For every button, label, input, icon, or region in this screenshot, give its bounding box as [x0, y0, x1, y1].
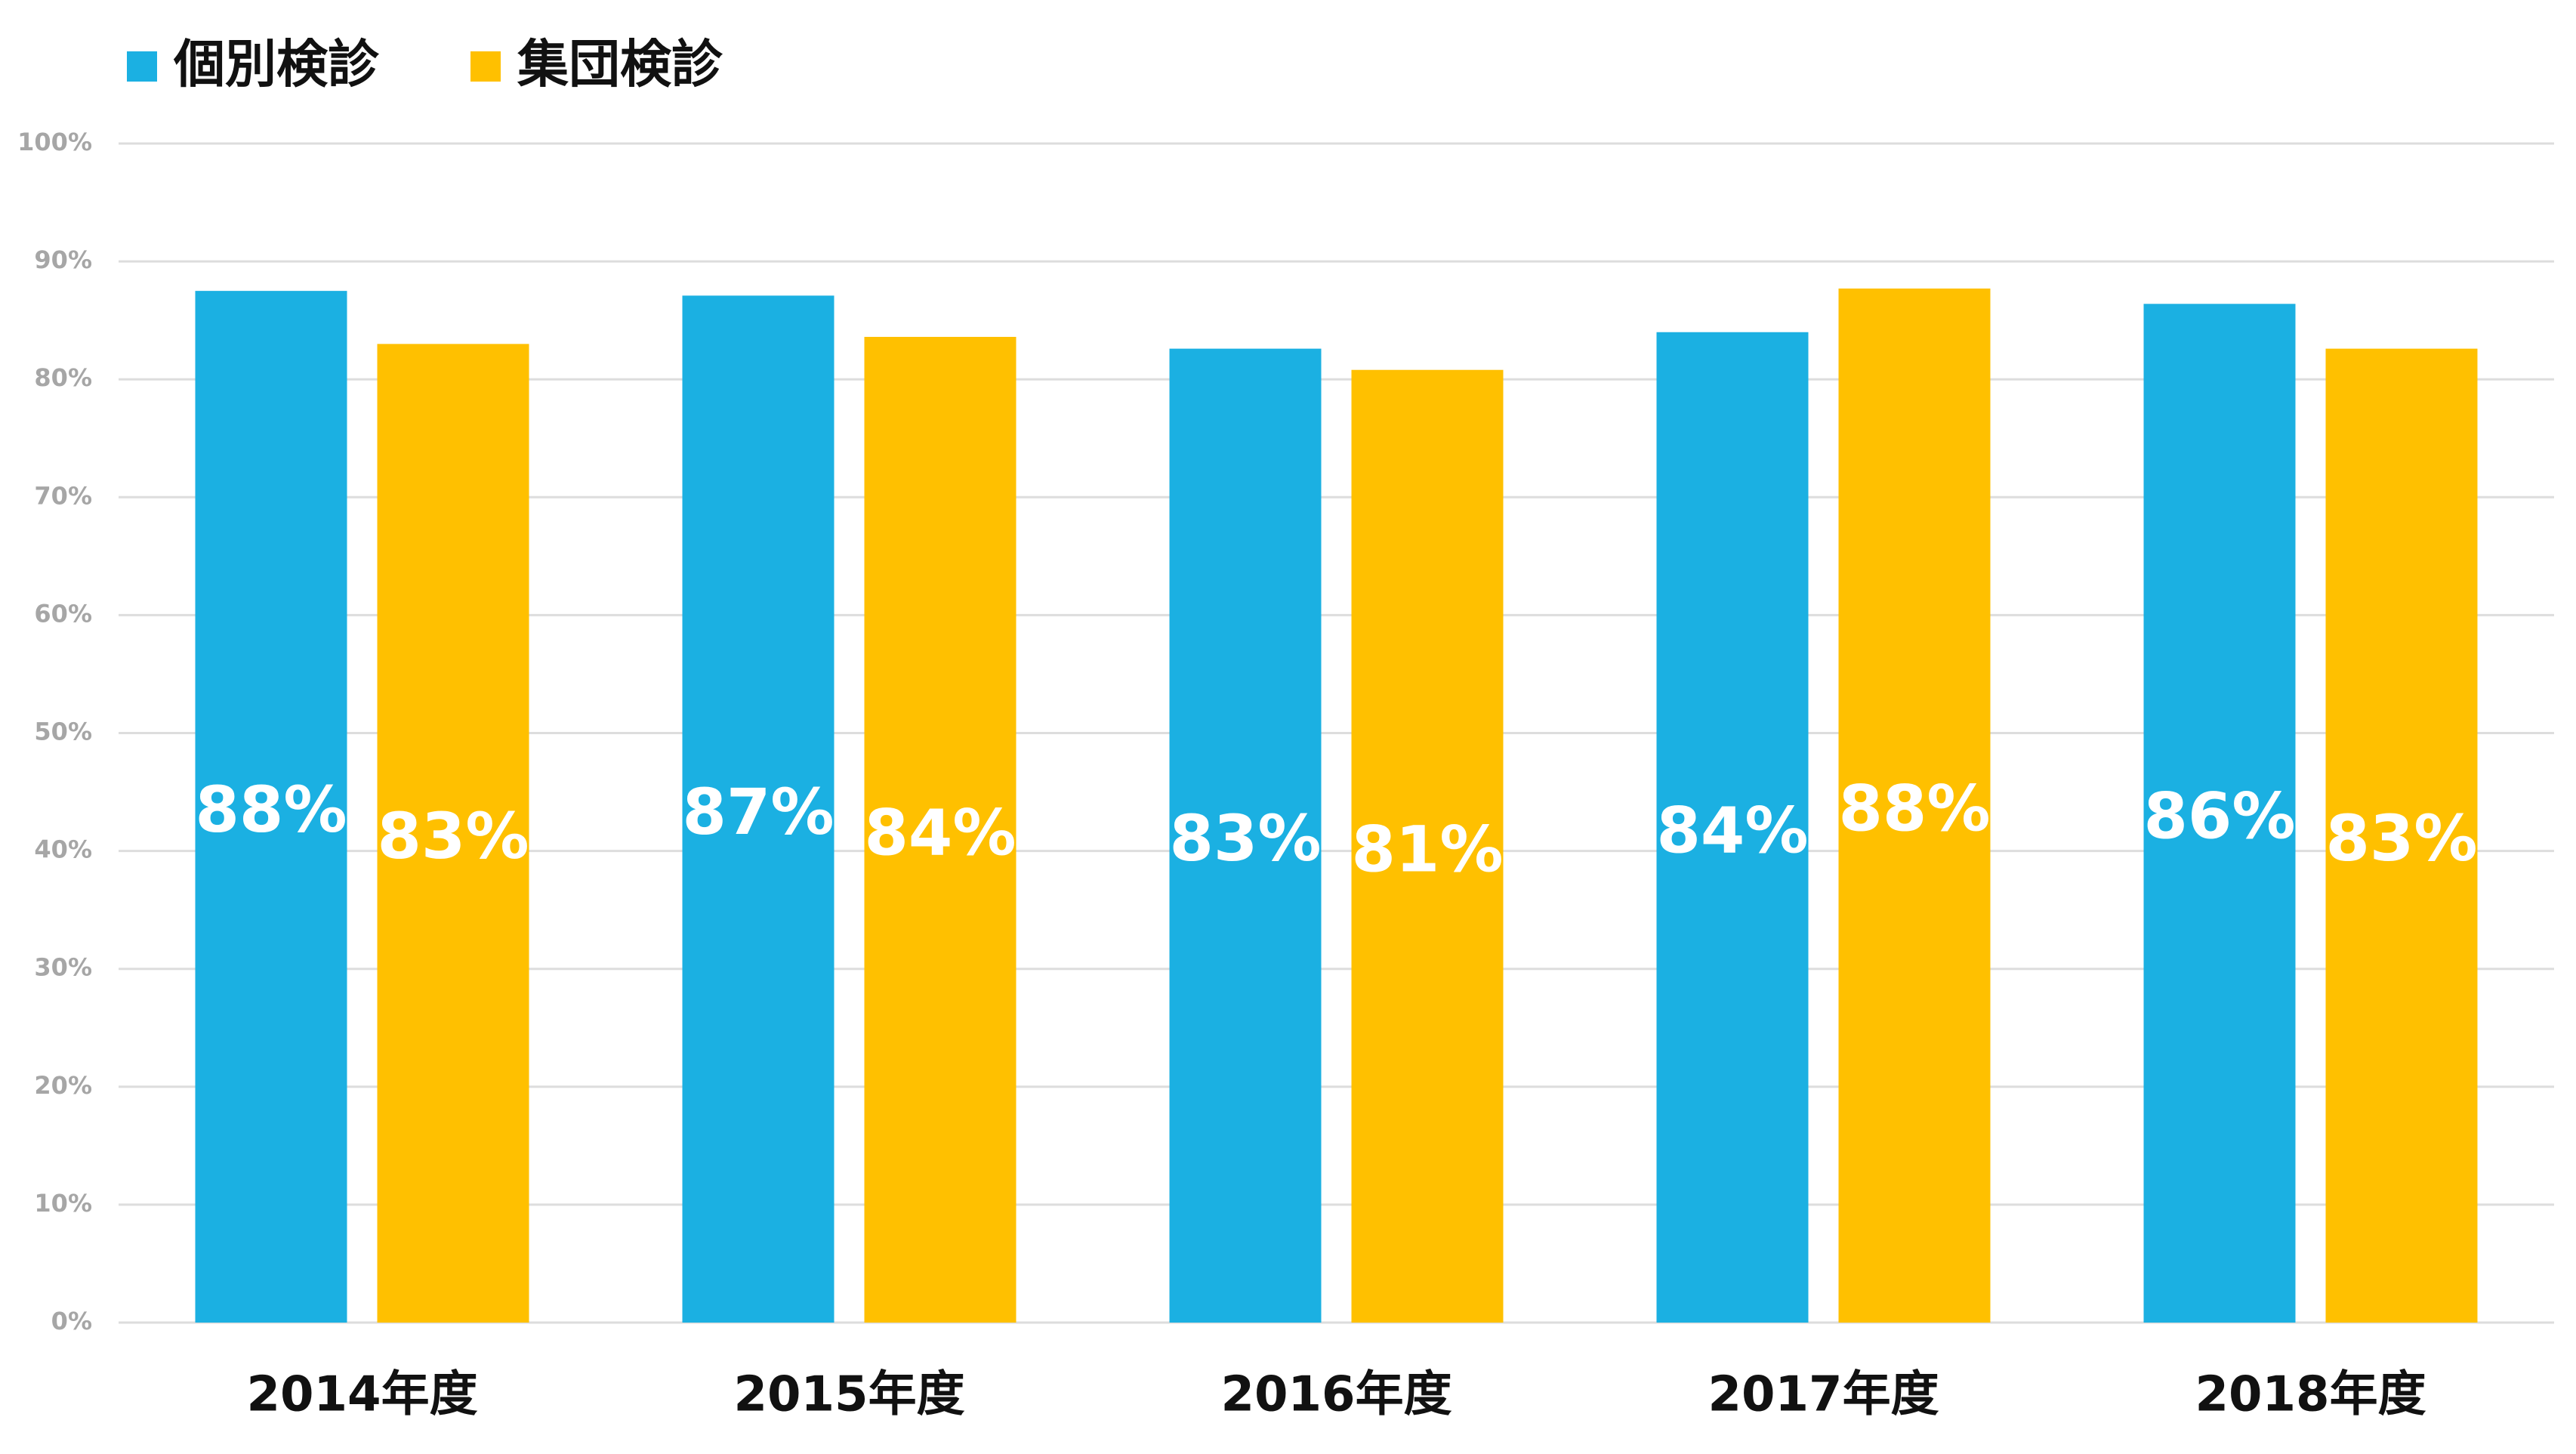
data-label: 88% — [195, 773, 347, 847]
y-tick-label: 70% — [34, 481, 92, 510]
y-tick-label: 20% — [34, 1071, 92, 1100]
bar — [195, 291, 347, 1323]
x-tick-label: 2017年度 — [1708, 1367, 1939, 1423]
data-label: 86% — [2143, 779, 2295, 854]
bar — [1656, 332, 1809, 1323]
y-tick-label: 50% — [34, 718, 92, 746]
y-tick-label: 100% — [17, 128, 92, 156]
data-label: 83% — [2325, 801, 2477, 875]
data-label: 84% — [1656, 793, 1808, 867]
legend-swatch — [127, 51, 157, 82]
data-label: 87% — [682, 775, 834, 849]
data-label: 81% — [1351, 812, 1503, 886]
y-tick-label: 30% — [34, 953, 92, 982]
y-tick-label: 80% — [34, 363, 92, 392]
data-label: 83% — [377, 799, 529, 873]
bar — [864, 337, 1017, 1323]
bar — [377, 344, 529, 1323]
bar — [2325, 348, 2478, 1323]
bar — [682, 295, 835, 1323]
bar — [1838, 289, 1991, 1323]
x-tick-label: 2016年度 — [1220, 1367, 1452, 1423]
y-tick-label: 60% — [34, 599, 92, 628]
legend-swatch — [470, 51, 501, 82]
x-tick-label: 2015年度 — [733, 1367, 964, 1423]
y-tick-label: 10% — [34, 1189, 92, 1218]
y-tick-label: 0% — [51, 1307, 92, 1335]
bar — [1351, 369, 1504, 1323]
data-label: 88% — [1838, 771, 1990, 845]
y-tick-label: 90% — [34, 245, 92, 274]
data-label: 84% — [864, 795, 1016, 869]
y-tick-label: 40% — [34, 835, 92, 864]
data-label: 83% — [1169, 801, 1321, 875]
x-tick-label: 2014年度 — [246, 1367, 477, 1423]
bar — [1169, 348, 1322, 1323]
bar — [2143, 304, 2296, 1323]
x-tick-label: 2018年度 — [2195, 1367, 2426, 1423]
legend-label: 個別検診 — [173, 36, 380, 95]
legend-label: 集団検診 — [517, 36, 723, 95]
